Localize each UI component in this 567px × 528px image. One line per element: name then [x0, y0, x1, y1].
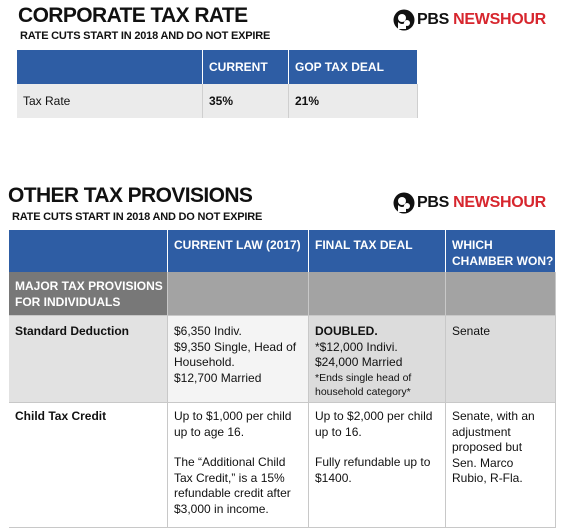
logo: PBS NEWSHOUR [417, 194, 546, 212]
cell-text: Fully refundable up to [315, 455, 431, 469]
table-cell: Senate [446, 316, 556, 403]
cell-text: $6,350 Indiv. [174, 324, 242, 338]
header-text: WHICH [452, 238, 493, 252]
table-cell: MAJOR TAX PROVISIONS FOR INDIVIDUALS [9, 272, 168, 316]
table-cell: $6,350 Indiv. $9,350 Single, Head of House… [168, 316, 309, 403]
table-cell: CURRENT LAW (2017) [168, 230, 309, 272]
table-cell: WHICH CHAMBER WON? [446, 230, 556, 272]
table-cell: FINAL TAX DEAL [309, 230, 446, 272]
logo-show: NEWSHOUR [453, 194, 546, 211]
table-cell [446, 272, 556, 316]
cell-text: household category* [315, 385, 411, 398]
table-cell [168, 272, 309, 316]
table-cell [309, 272, 446, 316]
table-cell: Up to $2,000 per child up to 16. Fully ref… [309, 403, 446, 528]
cell-text: 35% [209, 94, 234, 108]
cell-text: The “Additional Child [174, 455, 286, 469]
cell-text: $9,350 Single, Head of [174, 339, 297, 354]
table-cell: Tax Rate [17, 84, 203, 118]
table-cell: GOP TAX DEAL [289, 50, 418, 84]
logo: PBS NEWSHOUR [417, 11, 546, 29]
cell-text: *Ends single head of [315, 371, 412, 384]
cell-text: Rubio, R-Fla. [452, 471, 523, 485]
cell-text: Senate [452, 324, 491, 338]
table-cell [17, 50, 203, 84]
section-subtitle: RATE CUTS START IN 2018 AND DO NOT EXPIR… [12, 211, 263, 223]
table-cell: Standard Deduction [9, 316, 168, 403]
cell-text: DOUBLED. [315, 324, 378, 338]
table-cell: 21% [289, 84, 418, 118]
cell-text: MAJOR TAX PROVISIONS [15, 279, 163, 293]
section-title: CORPORATE TAX RATE [18, 4, 248, 27]
table-cell: 35% [203, 84, 289, 118]
cell-text: proposed but [452, 440, 523, 454]
cell-text: Household. [174, 355, 235, 369]
cell-text: Senate, with an [452, 409, 535, 423]
cell-text: FOR INDIVIDUALS [15, 294, 121, 309]
header-text: CURRENT [209, 60, 268, 74]
table-cell: Child Tax Credit [9, 403, 168, 528]
cell-text: $12,700 Married [174, 370, 262, 385]
table-cell: DOUBLED. *$12,000 Indivi. $24,000 Married *… [309, 316, 446, 403]
cell-text: Up to $2,000 per child [315, 409, 433, 423]
header-text: GOP TAX DEAL [295, 60, 384, 74]
cell-text: up to 16. [315, 424, 362, 439]
logo-brand: PBS [417, 11, 449, 28]
cell-text: $1400. [315, 470, 352, 485]
header-text: FINAL TAX DEAL [315, 238, 413, 252]
cell-text: refundable credit after [174, 486, 291, 500]
cell-text: adjustment [452, 424, 511, 439]
cell-text: up to age 16. [174, 424, 245, 439]
header-text: CHAMBER WON? [452, 254, 554, 268]
table-cell: CURRENT [203, 50, 289, 84]
cell-text: Tax Credit,” is a 15% [174, 470, 285, 485]
cell-text: Tax Rate [23, 94, 71, 108]
section-subtitle: RATE CUTS START IN 2018 AND DO NOT EXPIR… [20, 30, 271, 42]
cell-text: Child Tax Credit [15, 409, 107, 423]
cell-text: Sen. Marco [452, 455, 514, 470]
logo-show: NEWSHOUR [453, 11, 546, 28]
table-cell: Up to $1,000 per child up to age 16. The “… [168, 403, 309, 528]
cell-text: $24,000 Married [315, 355, 403, 369]
header-text: CURRENT LAW (2017) [174, 238, 301, 252]
table-cell: Senate, with an adjustment proposed but Sen… [446, 403, 556, 528]
logo-icon [393, 9, 415, 31]
section-title: OTHER TAX PROVISIONS [8, 184, 253, 207]
cell-text: 21% [295, 94, 320, 108]
cell-text: $3,000 in income. [174, 501, 269, 516]
cell-text: Up to $1,000 per child [174, 409, 292, 423]
table-cell [9, 230, 168, 272]
cell-text: *$12,000 Indivi. [315, 339, 398, 354]
logo-icon [393, 192, 415, 214]
logo-brand: PBS [417, 194, 449, 211]
cell-text: Standard Deduction [15, 324, 130, 338]
